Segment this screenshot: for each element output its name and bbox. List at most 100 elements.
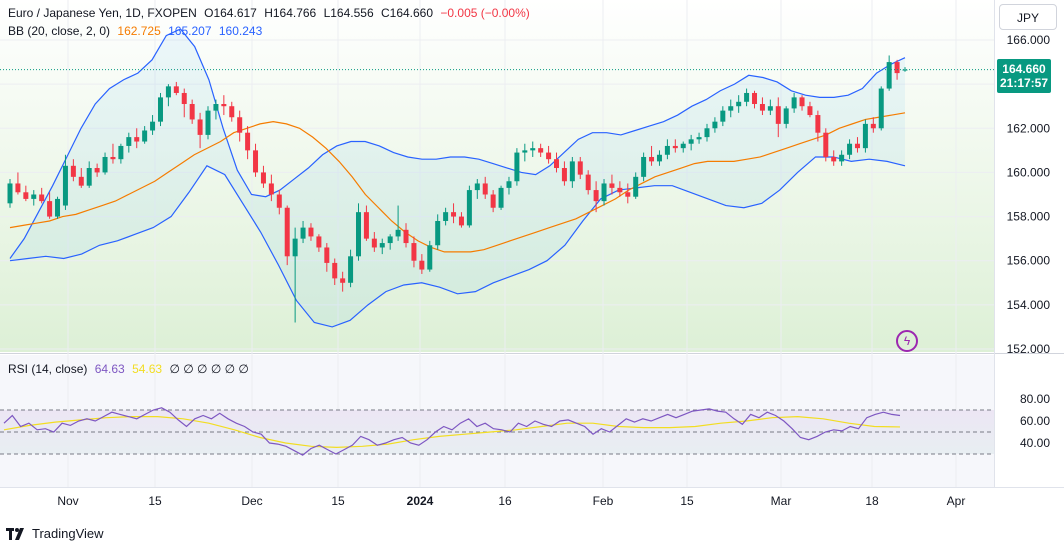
candle-body (593, 190, 599, 202)
candle-body (744, 92, 750, 102)
last-price-value: 164.660 (1002, 62, 1046, 76)
tradingview-logo[interactable]: TradingView (6, 526, 104, 541)
candlesticks (0, 55, 994, 323)
bar-countdown: 21:17:57 (999, 76, 1049, 90)
candle-body (530, 148, 536, 151)
candle-body (229, 106, 235, 118)
candle-body (363, 212, 369, 239)
candle-body (62, 165, 68, 206)
candle-body (126, 137, 132, 146)
candle-body (672, 145, 678, 149)
candle-body (332, 262, 338, 279)
candle-body (23, 192, 29, 199)
candle-body (775, 106, 781, 124)
candle-body (767, 106, 773, 111)
axes: 152.000 154.000 156.000 158.000 160.000 162.0… (0, 0, 1050, 508)
candle-body (102, 156, 108, 173)
rsi-ma-value: 54.63 (132, 362, 163, 376)
candle-body (395, 229, 401, 237)
price-tick-label: 160.000 (1007, 165, 1051, 179)
candle-body (728, 106, 734, 111)
legend-close: C164.660 (380, 6, 434, 20)
candle-body (538, 148, 544, 153)
time-tick-label: Mar (771, 494, 792, 508)
bb-label[interactable]: BB (20, close, 2, 0) (8, 24, 111, 38)
time-tick-label: 15 (148, 494, 162, 508)
brand-name: TradingView (32, 526, 104, 541)
candle-body (340, 278, 346, 283)
candle-body (308, 227, 314, 237)
candle-body (625, 192, 631, 197)
candle-body (569, 161, 575, 182)
price-tick-label: 162.000 (1007, 121, 1051, 135)
bb-lower-line (9, 156, 906, 328)
candle-body (458, 216, 464, 226)
candle-body (823, 132, 829, 157)
candle-body (696, 137, 702, 140)
candle-body (7, 183, 13, 204)
candle-body (403, 229, 409, 244)
candle-body (324, 247, 330, 263)
candle-body (348, 256, 354, 283)
candle-body (466, 190, 472, 226)
candle-body (31, 194, 37, 199)
candle-body (839, 154, 845, 162)
bb-basis-value: 162.725 (117, 24, 161, 38)
candle-body (601, 183, 607, 202)
price-tick-label: 152.000 (1007, 342, 1051, 356)
candle-body (831, 156, 837, 162)
rsi-tick-label: 40.00 (1020, 436, 1050, 450)
candle-body (316, 236, 322, 248)
candle-body (759, 104, 765, 111)
candle-body (609, 183, 615, 188)
candle-body (300, 227, 306, 239)
price-tick-label: 166.000 (1007, 33, 1051, 47)
candle-body (482, 183, 488, 195)
candle-body (47, 201, 53, 217)
rsi-label[interactable]: RSI (14, close) (8, 362, 88, 376)
candle-body (633, 176, 639, 197)
legend-open: O164.617 (204, 6, 257, 20)
candle-body (870, 123, 876, 129)
candle-body (419, 260, 425, 270)
rsi-extra-values: ∅ ∅ ∅ ∅ ∅ ∅ (169, 362, 249, 376)
candle-body (86, 168, 92, 186)
main-legend: Euro / Japanese Yen, 1D, FXOPEN O164.617… (8, 6, 534, 20)
lightning-icon[interactable]: ϟ (896, 330, 918, 352)
symbol-title[interactable]: Euro / Japanese Yen, 1D, FXOPEN (8, 6, 197, 20)
rsi-tick-label: 80.00 (1020, 392, 1050, 406)
candle-body (862, 123, 868, 149)
candle-body (799, 97, 805, 107)
candle-body (110, 156, 116, 160)
candle-body (411, 243, 417, 261)
bb-upper-line (9, 28, 906, 259)
candle-body (371, 238, 377, 248)
candle-body (435, 220, 441, 246)
candle-body (451, 212, 457, 217)
candle-body (134, 137, 140, 142)
currency-button[interactable]: JPY (999, 4, 1057, 30)
candle-body (506, 181, 512, 188)
candle-body (173, 86, 179, 93)
candle-body (276, 194, 282, 208)
candle-body (268, 183, 274, 195)
bb-fill (10, 28, 905, 327)
time-tick-label: 16 (498, 494, 512, 508)
candle-body (142, 130, 148, 142)
candle-body (522, 150, 528, 153)
candle-body (15, 183, 21, 193)
candle-body (649, 156, 655, 162)
candle-body (387, 236, 393, 244)
candle-body (514, 152, 520, 182)
candle-body (221, 104, 227, 107)
candle-body (791, 97, 797, 109)
time-tick-label: 2024 (407, 494, 434, 508)
time-tick-label: 15 (331, 494, 345, 508)
rsi-line (3, 407, 901, 456)
candle-body (118, 145, 124, 160)
tradingview-logo-icon (6, 527, 24, 540)
candle-body (474, 183, 480, 191)
price-tick-label: 156.000 (1007, 254, 1051, 268)
candle-body (284, 207, 290, 257)
